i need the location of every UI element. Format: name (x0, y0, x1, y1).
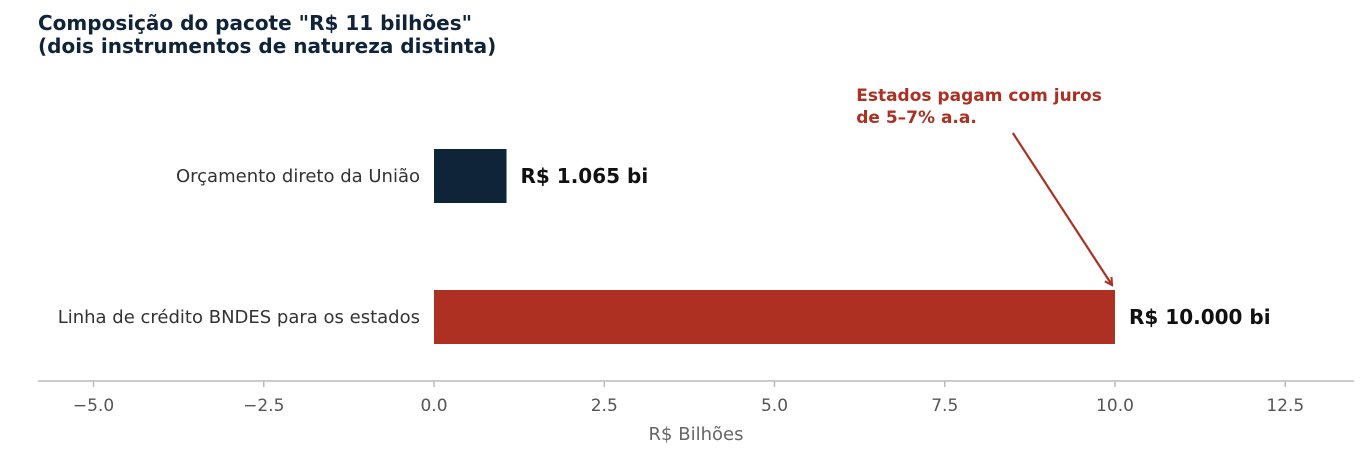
category-label-1: Orçamento direto da União (176, 166, 420, 187)
annotation-arrow (1011, 132, 1112, 285)
x-tick-label: 2.5 (591, 396, 618, 416)
bar-2 (434, 290, 1115, 344)
x-axis-title: R$ Bilhões (649, 424, 744, 445)
labels-layer: Orçamento direto da União R$ 1.065 bi Linh… (58, 164, 1271, 329)
x-tick-label: −5.0 (73, 396, 114, 416)
bar-1 (434, 149, 507, 203)
annotation-line-1: Estados pagam com juros (856, 86, 1102, 106)
chart-title-line-1: Composição do pacote "R$ 11 bilhões" (38, 11, 473, 35)
x-tick-label: 12.5 (1266, 396, 1304, 416)
annotation: Estados pagam com juros de 5–7% a.a. (856, 86, 1112, 285)
category-label-2: Linha de crédito BNDES para os estados (58, 307, 420, 328)
annotation-line-2: de 5–7% a.a. (856, 108, 977, 128)
annotation-text: Estados pagam com juros de 5–7% a.a. (856, 86, 1108, 128)
x-tick-label: 7.5 (931, 396, 958, 416)
value-label-1: R$ 1.065 bi (521, 164, 649, 188)
value-label-2: R$ 10.000 bi (1129, 305, 1271, 329)
chart-title: Composição do pacote "R$ 11 bilhões" (do… (38, 12, 496, 58)
x-tick-label: 10.0 (1096, 396, 1134, 416)
x-tick-label: 5.0 (761, 396, 788, 416)
chart-title-line-2: (dois instrumentos de natureza distinta) (38, 34, 497, 58)
x-tick-label: −2.5 (243, 396, 284, 416)
bars-layer (434, 149, 1115, 344)
x-ticks: −5.0 −2.5 0.0 2.5 5.0 7.5 10.0 12.5 (73, 381, 1304, 416)
x-tick-label: 0.0 (420, 396, 447, 416)
